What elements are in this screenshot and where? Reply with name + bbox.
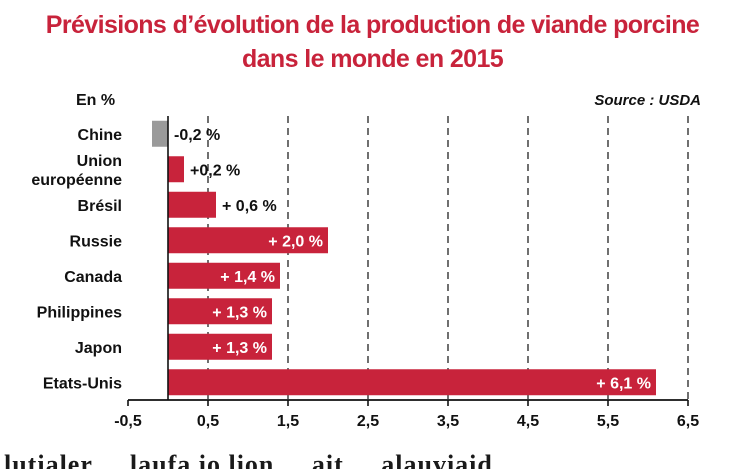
value-label: +0,2 % — [190, 162, 240, 179]
x-tick-label: 2,5 — [357, 413, 379, 430]
value-label: + 1,4 % — [220, 269, 275, 286]
x-tick-label: 3,5 — [437, 413, 459, 430]
chart-title-line-1: Prévisions d’évolution de la production … — [45, 11, 700, 39]
cropped-text: lutialer ... laufa io lion ... ait ... a… — [4, 450, 516, 469]
bar — [168, 156, 184, 183]
x-tick-label: 4,5 — [517, 413, 539, 430]
bar — [168, 262, 280, 289]
value-label: -0,2 % — [174, 127, 220, 144]
x-tick-label: 6,5 — [677, 413, 699, 430]
source-label: Source : USDA — [594, 92, 701, 109]
category-label: Japon — [75, 340, 122, 357]
category-label: Philippines — [37, 304, 122, 321]
bar — [168, 227, 328, 254]
value-label: + 0,6 % — [222, 198, 277, 215]
bar — [168, 369, 656, 396]
bar-chart: Chine -0,2 % Union européenne +0,2 % Brésil + … — [31, 116, 699, 430]
chart-card: Prévisions d’évolution de la production … — [8, 4, 737, 436]
bar — [168, 191, 216, 218]
x-tick-label: -0,5 — [114, 413, 142, 430]
category-label: Russie — [70, 233, 123, 250]
category-label: Canada — [64, 269, 122, 286]
category-label: Union — [77, 153, 122, 170]
chart-title: Prévisions d’évolution de la production … — [8, 8, 737, 76]
bar — [168, 298, 272, 325]
chart-title-line-2: dans le monde en 2015 — [241, 45, 504, 73]
value-label: + 1,3 % — [212, 304, 267, 321]
unit-label: En % — [76, 92, 116, 109]
category-label: Chine — [78, 127, 123, 144]
x-tick-label: 0,5 — [197, 413, 219, 430]
x-tick-label: 5,5 — [597, 413, 619, 430]
category-label: européenne — [31, 172, 122, 189]
x-tick-label: 1,5 — [277, 413, 299, 430]
value-label: + 6,1 % — [596, 375, 651, 392]
category-label: Brésil — [78, 198, 122, 215]
bar — [152, 120, 168, 147]
category-label: Etats-Unis — [43, 375, 122, 392]
cropped-text-strip: lutialer ... laufa io lion ... ait ... a… — [0, 442, 747, 469]
value-label: + 2,0 % — [268, 233, 323, 250]
bar — [168, 333, 272, 360]
value-label: + 1,3 % — [212, 340, 267, 357]
